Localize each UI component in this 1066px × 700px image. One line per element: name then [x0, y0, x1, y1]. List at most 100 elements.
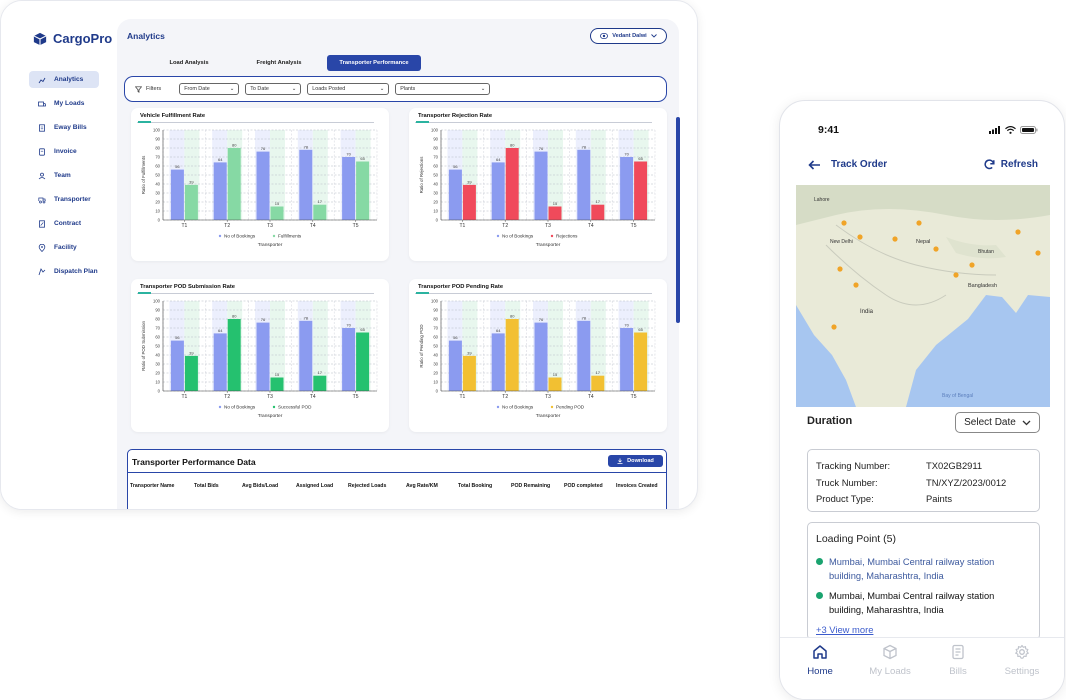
bar[interactable] — [356, 332, 370, 392]
to-date-select[interactable]: To Date ⌄ — [245, 83, 302, 95]
bar[interactable] — [591, 375, 605, 391]
sidebar-item-eway-bills[interactable]: Eway Bills — [29, 119, 99, 136]
map-pin[interactable] — [1015, 229, 1021, 235]
bar[interactable] — [534, 322, 548, 391]
column-header[interactable]: Total Bids — [194, 483, 219, 489]
brand-logo[interactable]: CargoPro — [33, 31, 112, 46]
bar[interactable] — [213, 333, 227, 391]
map-pin[interactable] — [969, 262, 975, 268]
y-tick-label: 0 — [436, 389, 439, 394]
status-time: 9:41 — [818, 124, 840, 136]
tab-load-analysis[interactable]: Load Analysis — [169, 60, 209, 66]
analytics-icon — [38, 77, 46, 83]
bar[interactable] — [213, 162, 227, 220]
view-more-link[interactable]: +3 View more — [816, 624, 874, 635]
nav-my-loads[interactable]: My Loads — [860, 644, 920, 677]
bar[interactable] — [256, 151, 270, 220]
bar[interactable] — [227, 319, 241, 391]
column-header[interactable]: Invoices Created — [616, 483, 658, 489]
bar[interactable] — [620, 157, 634, 220]
bar[interactable] — [342, 328, 356, 391]
bar[interactable] — [491, 162, 505, 220]
sidebar-item-contract[interactable]: Contract — [29, 215, 99, 232]
bar[interactable] — [227, 148, 241, 220]
column-header[interactable]: Transporter Name — [130, 483, 175, 489]
bar[interactable] — [313, 375, 327, 391]
bar[interactable] — [448, 340, 462, 391]
map-pin[interactable] — [1035, 250, 1041, 256]
refresh-button[interactable]: Refresh — [984, 159, 1038, 170]
map-pin[interactable] — [892, 236, 898, 242]
map-pin[interactable] — [953, 272, 959, 278]
sidebar-item-dispatch-plan[interactable]: Dispatch Plan — [29, 263, 99, 280]
sidebar-item-my-loads[interactable]: My Loads — [29, 95, 99, 112]
scrollbar[interactable] — [676, 117, 680, 323]
map-pin[interactable] — [841, 220, 847, 226]
tab-freight-analysis[interactable]: Freight Analysis — [256, 60, 302, 66]
tracking-map[interactable]: Lahore New Delhi Nepal Bhutan Bangladesh… — [796, 185, 1050, 407]
bar[interactable] — [170, 169, 184, 220]
bar[interactable] — [634, 161, 648, 221]
sidebar-item-facility[interactable]: Facility — [29, 239, 99, 256]
bar[interactable] — [184, 184, 198, 220]
map-pin[interactable] — [916, 220, 922, 226]
column-header[interactable]: Avg Bids/Load — [242, 483, 279, 489]
x-axis-label: Transporter — [258, 413, 283, 419]
bar[interactable] — [462, 355, 476, 391]
sidebar-item-analytics[interactable]: Analytics — [29, 71, 99, 88]
bar[interactable] — [462, 184, 476, 220]
bar[interactable] — [548, 206, 562, 221]
bar[interactable] — [491, 333, 505, 391]
sidebar-item-team[interactable]: Team — [29, 167, 99, 184]
loads-posted-select[interactable]: Loads Posted ⌄ — [307, 83, 390, 95]
plants-select[interactable]: Plants ⌄ — [395, 83, 491, 95]
bar[interactable] — [342, 157, 356, 220]
download-button[interactable]: Download — [608, 455, 663, 467]
column-header[interactable]: Total Booking — [458, 483, 493, 489]
map-pin[interactable] — [837, 266, 843, 272]
bar[interactable] — [534, 151, 548, 220]
bar[interactable] — [448, 169, 462, 220]
bar[interactable] — [313, 204, 327, 220]
map-pin[interactable] — [933, 246, 939, 252]
bar[interactable] — [184, 355, 198, 391]
bar[interactable] — [170, 340, 184, 391]
bar[interactable] — [356, 161, 370, 221]
bar[interactable] — [505, 319, 519, 391]
nav-bills[interactable]: Bills — [928, 644, 988, 677]
column-header[interactable]: POD completed — [564, 483, 603, 489]
bar[interactable] — [577, 320, 591, 391]
map-pin[interactable] — [853, 282, 859, 288]
bar[interactable] — [591, 204, 605, 220]
bar[interactable] — [299, 149, 313, 220]
bar[interactable] — [577, 149, 591, 220]
bar[interactable] — [270, 377, 284, 392]
from-date-select[interactable]: From Date ⌄ — [179, 83, 240, 95]
bar[interactable] — [270, 206, 284, 221]
column-header[interactable]: POD Remaining — [511, 483, 551, 489]
map-pin[interactable] — [857, 234, 863, 240]
column-header[interactable]: Rejected Loads — [348, 483, 387, 489]
loading-point-item[interactable]: Mumbai, Mumbai Central railway station b… — [816, 555, 1019, 583]
bar[interactable] — [256, 322, 270, 391]
bar[interactable] — [634, 332, 648, 392]
select-date-dropdown[interactable]: Select Date — [955, 412, 1040, 433]
bar[interactable] — [620, 328, 634, 391]
y-tick-label: 80 — [433, 146, 438, 151]
legend-label: No of Bookings — [224, 405, 256, 410]
back-button[interactable]: Track Order — [808, 159, 887, 170]
column-header[interactable]: Assigned Load — [296, 483, 334, 489]
y-tick-label: 70 — [433, 326, 438, 331]
column-header[interactable]: Avg Rate/KM — [406, 483, 438, 489]
user-menu[interactable]: Vedant Dalwi — [590, 28, 667, 44]
sidebar-item-transporter[interactable]: Transporter — [29, 191, 99, 208]
sidebar-item-invoice[interactable]: Invoice — [29, 143, 99, 160]
bar[interactable] — [505, 148, 519, 220]
bar[interactable] — [299, 320, 313, 391]
nav-home[interactable]: Home — [790, 644, 850, 677]
tab-transporter-performance[interactable]: Transporter Performance — [327, 55, 421, 71]
map-pin[interactable] — [831, 324, 837, 330]
bar[interactable] — [548, 377, 562, 392]
nav-settings[interactable]: Settings — [992, 644, 1052, 677]
loading-point-item[interactable]: Mumbai, Mumbai Central railway station b… — [816, 589, 1019, 617]
